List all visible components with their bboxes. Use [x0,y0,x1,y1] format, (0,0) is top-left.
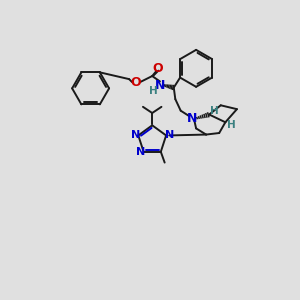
Text: H: H [210,106,219,116]
Text: O: O [131,76,141,89]
Text: O: O [152,62,163,75]
Text: H: H [149,86,158,96]
Text: N: N [136,147,145,157]
Text: H: H [227,120,236,130]
Text: N: N [155,79,165,92]
Text: N: N [165,130,174,140]
Text: N: N [130,130,140,140]
Text: N: N [187,112,197,125]
